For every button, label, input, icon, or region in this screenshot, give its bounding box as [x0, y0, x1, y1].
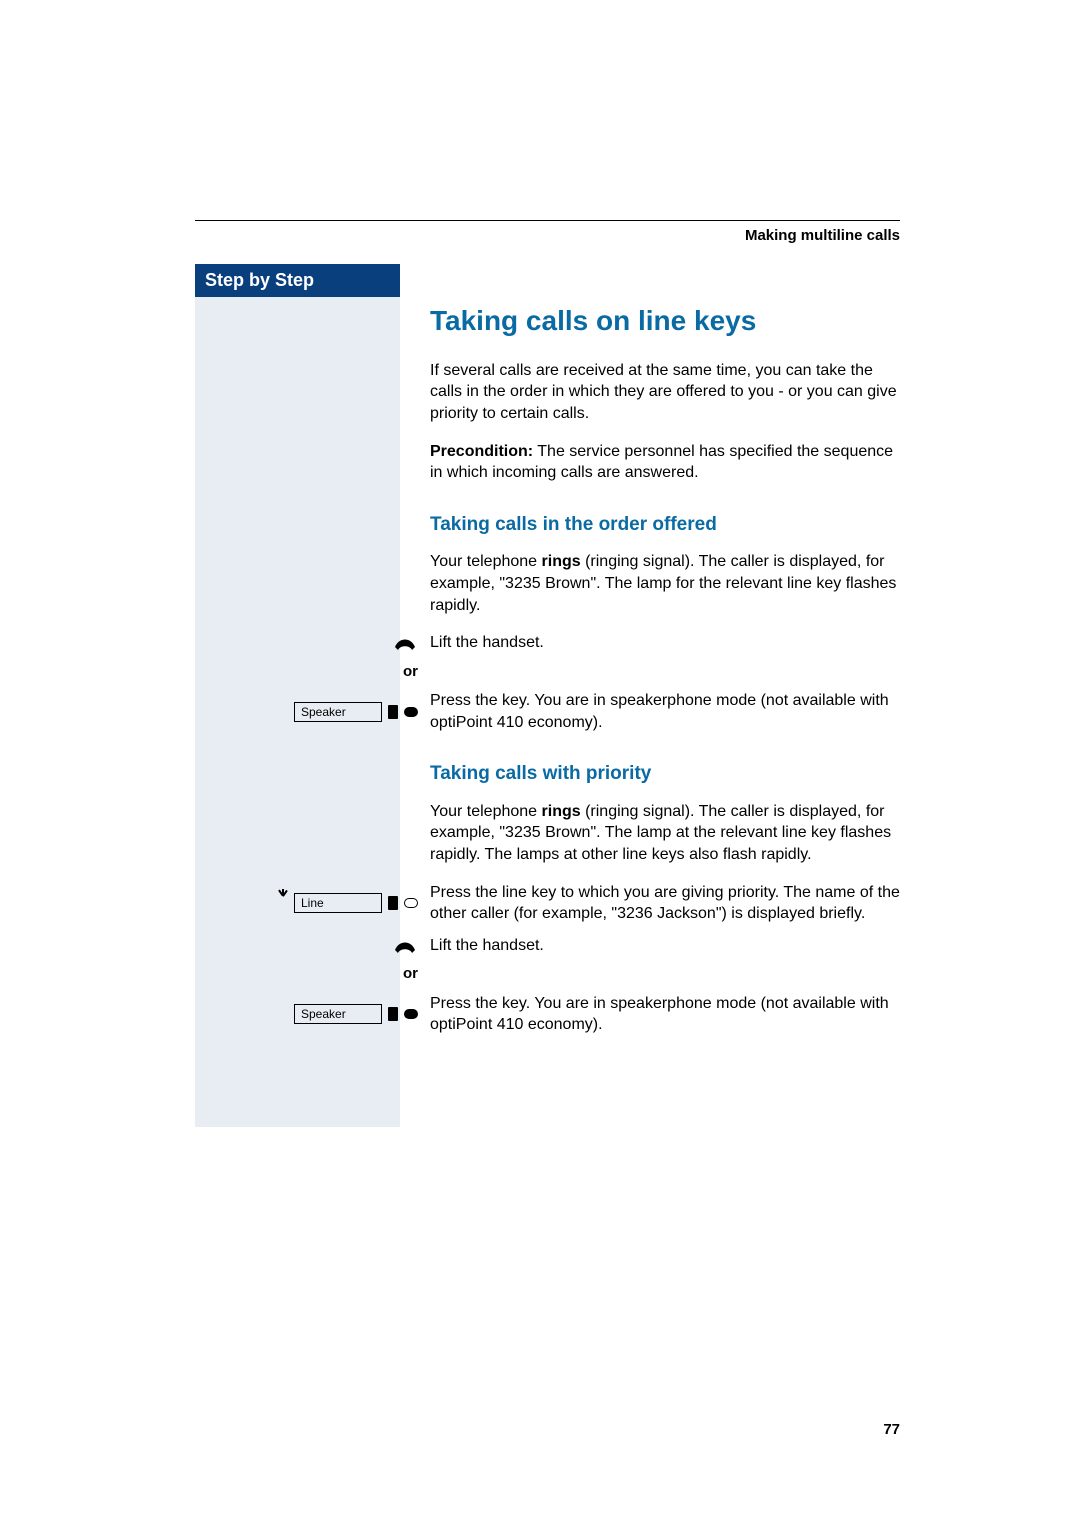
header-rule: [195, 220, 900, 221]
speaker-text: Press the key. You are in speakerphone m…: [430, 690, 900, 733]
step-line-key: Line Press the line key to which you are…: [200, 882, 900, 925]
key-button-icon: [388, 1007, 398, 1021]
intro-paragraph: If several calls are received at the sam…: [430, 360, 900, 425]
content-column: Taking calls on line keys If several cal…: [400, 264, 900, 1046]
heading-2-priority: Taking calls with priority: [430, 761, 900, 787]
line-key-text: Press the line key to which you are givi…: [430, 882, 900, 925]
step-speaker-1: Speaker Press the key. You are in speake…: [200, 690, 900, 733]
flash-rays-icon: [274, 889, 292, 903]
lift-handset-text-2: Lift the handset.: [430, 935, 900, 957]
gutter: Line: [200, 889, 430, 917]
page-number: 77: [883, 1421, 900, 1438]
order-text-a: Your telephone: [430, 553, 542, 570]
speaker-key-label: Speaker: [294, 702, 382, 722]
sidebar-title: Step by Step: [195, 264, 400, 297]
speaker-text-2: Press the key. You are in speakerphone m…: [430, 993, 900, 1036]
page-layout: Step by Step Taking calls on line keys I…: [195, 264, 900, 1127]
precondition-paragraph: Precondition: The service personnel has …: [430, 441, 900, 484]
led-solid-icon: [404, 707, 418, 717]
heading-2-order: Taking calls in the order offered: [430, 512, 900, 538]
key-button-icon: [388, 896, 398, 910]
step-lift-handset-1: Lift the handset.: [200, 632, 900, 654]
handset-icon: [392, 936, 418, 956]
gutter: Speaker: [200, 702, 430, 722]
gutter: [200, 633, 430, 653]
lift-handset-text: Lift the handset.: [430, 632, 900, 654]
gutter: Speaker: [200, 1004, 430, 1024]
rings-bold: rings: [542, 553, 581, 570]
step-speaker-2: Speaker Press the key. You are in speake…: [200, 993, 900, 1036]
led-outline-icon: [404, 898, 418, 908]
step-lift-handset-2: Lift the handset.: [200, 935, 900, 957]
led-solid-icon: [404, 1009, 418, 1019]
order-paragraph: Your telephone rings (ringing signal). T…: [430, 551, 900, 616]
prio-text-a: Your telephone: [430, 803, 542, 820]
handset-icon: [392, 633, 418, 653]
priority-paragraph: Your telephone rings (ringing signal). T…: [430, 801, 900, 866]
precondition-label: Precondition:: [430, 443, 533, 460]
rings-bold-2: rings: [542, 803, 581, 820]
key-button-icon: [388, 705, 398, 719]
line-key-label: Line: [294, 893, 382, 913]
running-head: Making multiline calls: [195, 227, 900, 244]
heading-1: Taking calls on line keys: [430, 302, 900, 340]
speaker-key-label-2: Speaker: [294, 1004, 382, 1024]
gutter: [200, 936, 430, 956]
